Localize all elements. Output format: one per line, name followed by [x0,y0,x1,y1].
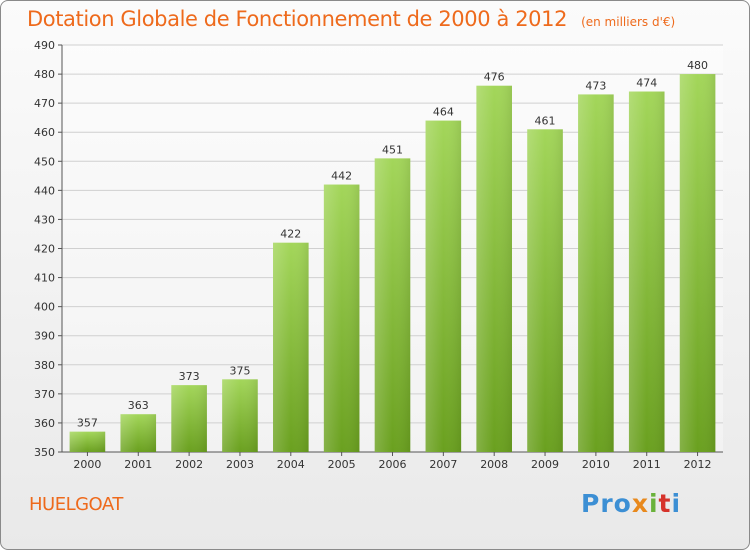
bar-shade [476,85,512,452]
logo-part: i [648,489,659,518]
bar-shade [171,385,207,452]
chart-unit-label: (en milliers d'€) [581,15,676,29]
data-label: 357 [77,417,98,430]
x-tick-label: 2004 [277,458,305,471]
bar-shade [679,74,716,453]
plot-area: 350 360 370 380 390 400 410 420 430 440 450 460 470 4… [34,39,723,471]
data-label: 451 [382,143,403,156]
x-tick-label: 2006 [379,458,407,471]
y-tick-label: 440 [34,184,55,197]
x-tick-label: 2007 [429,458,457,471]
x-tick-label: 2010 [582,458,610,471]
x-tick-label: 2011 [633,458,661,471]
y-tick-label: 360 [34,417,55,430]
x-tick-label: 2012 [684,458,712,471]
chart-title: Dotation Globale de Fonctionnement de 20… [27,7,675,31]
y-tick-label: 430 [34,213,55,226]
y-tick-label: 350 [34,446,55,459]
data-label: 461 [535,114,556,127]
bar-shade [374,158,411,452]
chart-title-text: Dotation Globale de Fonctionnement de 20… [27,7,568,31]
proxiti-logo: Proxiti [581,489,681,518]
y-tick-label: 390 [34,330,55,343]
data-label: 473 [585,79,606,92]
logo-part: x [631,489,649,518]
data-label: 476 [484,71,505,84]
y-tick-label: 420 [34,243,55,256]
x-tick-label: 2002 [175,458,203,471]
y-tick-label: 450 [34,155,55,168]
x-tick-label: 2000 [73,458,101,471]
bar-shade [578,94,614,453]
y-tick-label: 480 [34,68,55,81]
y-tick-label: 370 [34,388,55,401]
x-tick-label: 2008 [480,458,508,471]
data-label: 375 [229,364,250,377]
x-tick-label: 2003 [226,458,254,471]
bar-shade [628,91,665,452]
place-name: HUELGOAT [29,494,123,515]
bar-shade [273,242,309,452]
data-label: 442 [331,170,352,183]
data-label: 373 [179,370,200,383]
x-tick-label: 2005 [328,458,356,471]
logo-part: t [658,489,672,518]
logo-part: Pro [581,489,632,518]
bar-shade [69,431,106,452]
y-tick-label: 410 [34,272,55,285]
bar-shade [222,379,258,452]
data-label: 464 [433,106,454,119]
bar-shade [527,129,563,453]
bar-shade [120,414,157,452]
x-tick-label: 2009 [531,458,559,471]
data-label: 474 [636,77,657,90]
x-tick-label: 2001 [124,458,152,471]
y-tick-label: 460 [34,126,55,139]
logo-part: i [671,489,682,518]
data-label: 422 [280,228,301,241]
bar-shade [425,120,462,452]
data-label: 480 [687,59,708,72]
y-tick-label: 470 [34,97,55,110]
y-tick-label: 490 [34,39,55,52]
y-tick-label: 400 [34,301,55,314]
y-tick-label: 380 [34,359,55,372]
data-label: 363 [128,399,149,412]
bar-shade [323,184,360,453]
